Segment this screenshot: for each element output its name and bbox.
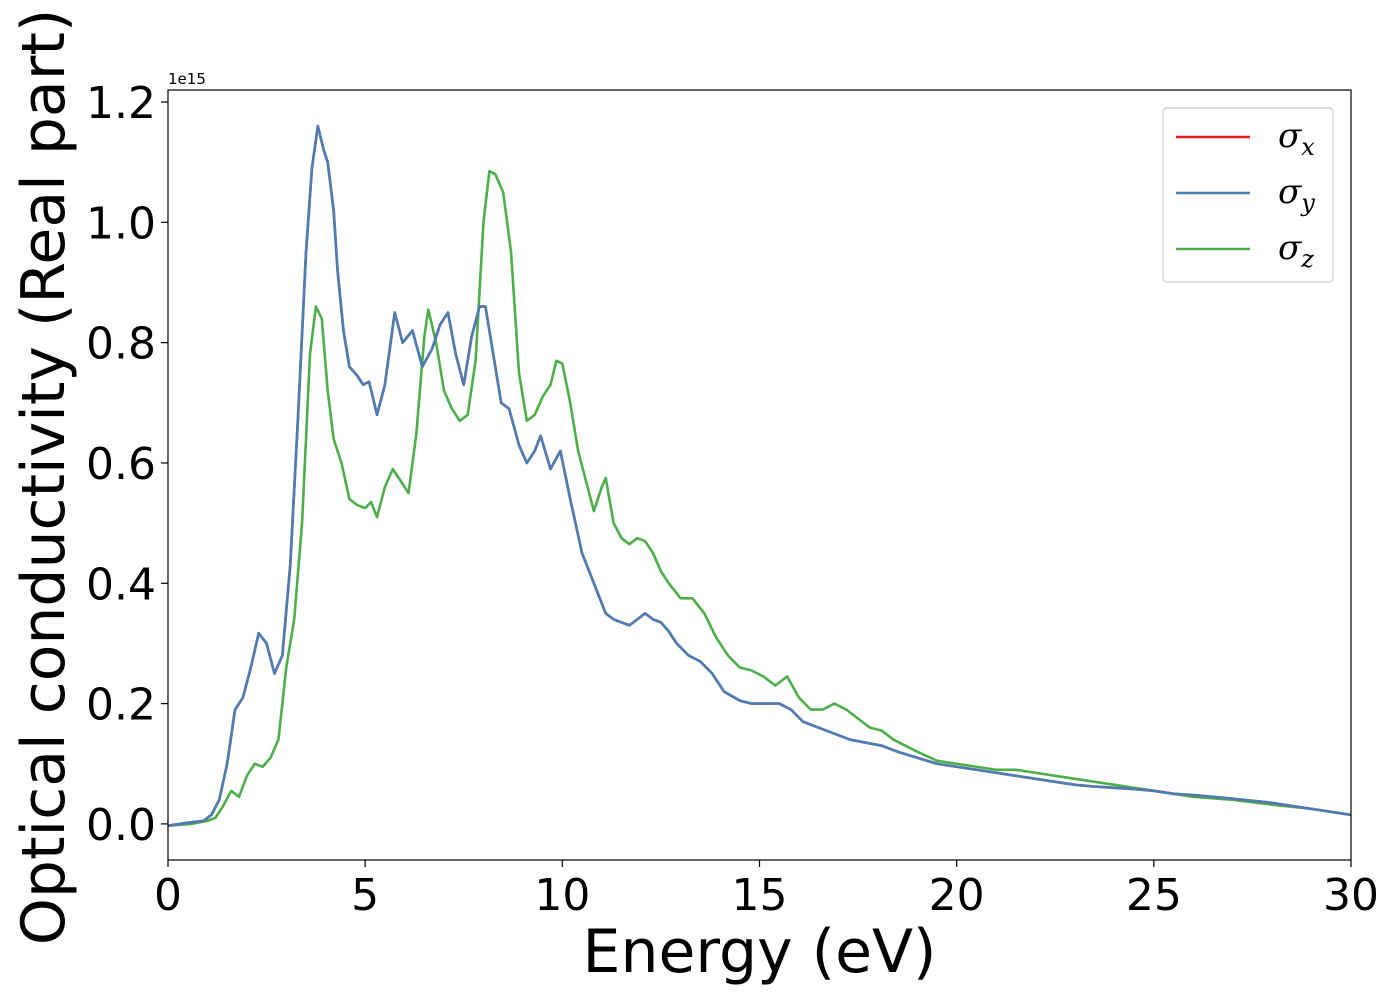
y-tick-label: 0.4 bbox=[86, 559, 156, 610]
x-tick-label: 30 bbox=[1323, 870, 1379, 921]
y-tick-label: 0.2 bbox=[86, 680, 156, 731]
legend: σx σy σz bbox=[1162, 107, 1334, 283]
x-tick-label: 20 bbox=[929, 870, 985, 921]
x-tick-label: 25 bbox=[1126, 870, 1182, 921]
legend-label-z: σz bbox=[1278, 228, 1314, 273]
legend-box bbox=[1162, 107, 1334, 283]
x-tick-label: 5 bbox=[351, 870, 379, 921]
y-axis-label: Optical conductivity (Real part) bbox=[9, 9, 79, 946]
legend-label-x: σx bbox=[1278, 116, 1315, 161]
y-tick-label: 1.0 bbox=[86, 198, 156, 249]
x-tick-label: 15 bbox=[732, 870, 788, 921]
y-tick-label: 0.8 bbox=[86, 319, 156, 370]
x-tick-label: 10 bbox=[534, 870, 590, 921]
y-offset-label: 1e15 bbox=[168, 70, 206, 88]
y-axis: 0.0 0.2 0.4 0.6 0.8 1.0 1.2 bbox=[86, 78, 168, 851]
series-line-y bbox=[167, 124, 1352, 827]
y-tick-label: 1.2 bbox=[86, 78, 156, 129]
x-axis: 0 5 10 15 20 25 30 bbox=[154, 860, 1379, 921]
x-tick-label: 0 bbox=[154, 870, 182, 921]
y-tick-label: 0.6 bbox=[86, 439, 156, 490]
y-tick-label: 0.0 bbox=[86, 800, 156, 851]
series-line-z bbox=[167, 169, 1352, 828]
legend-label-y: σy bbox=[1278, 172, 1315, 217]
x-axis-label: Energy (eV) bbox=[583, 917, 937, 987]
series-layer bbox=[167, 124, 1352, 828]
